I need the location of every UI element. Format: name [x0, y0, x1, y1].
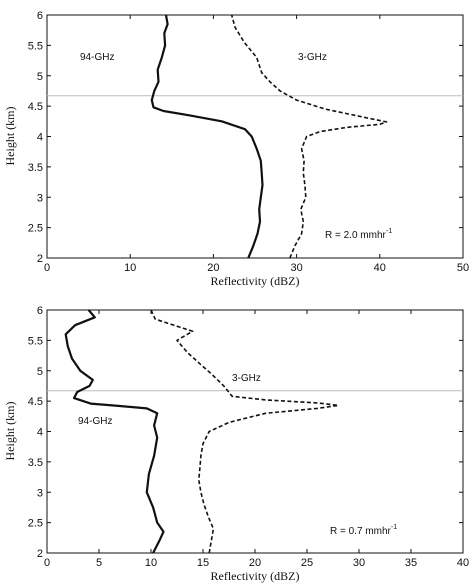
- series-line-solid: [64, 309, 165, 554]
- x-tick-label: 30: [290, 262, 302, 274]
- series-label-94ghz-top: 94-GHz: [80, 52, 114, 63]
- x-tick-label: 0: [44, 557, 50, 569]
- rain-rate-exponent-bottom: -1: [391, 524, 397, 531]
- series-label-3ghz-bottom: 3-GHz: [232, 373, 261, 384]
- y-tick-label: 6: [37, 305, 43, 317]
- y-tick-label: 5: [37, 71, 43, 83]
- x-tick-label: 5: [96, 557, 102, 569]
- y-axis-title-bottom: Height (km): [3, 402, 17, 461]
- x-tick-label: 15: [197, 557, 209, 569]
- x-tick-label: 25: [301, 557, 313, 569]
- y-axis-title-top: Height (km): [3, 107, 17, 166]
- x-tick-label: 20: [207, 262, 219, 274]
- y-tick-label: 3.5: [28, 162, 43, 174]
- y-tick-label: 2: [37, 253, 43, 265]
- series-line-dashed: [230, 14, 388, 259]
- y-tick-label: 2: [37, 548, 43, 560]
- rain-rate-value-top: R = 2.0 mmhr: [325, 230, 387, 241]
- x-tick-label: 10: [145, 557, 157, 569]
- y-tick-label: 3: [37, 487, 43, 499]
- y-tick-label: 5.5: [28, 40, 43, 52]
- series-line-dashed: [150, 309, 339, 554]
- x-tick-label: 30: [353, 557, 365, 569]
- x-tick-label: 50: [457, 262, 469, 274]
- chart-panel-top: 0 10 20 30 40 50 2 2.5 3 3.5 4 4.5 5 5.5 6 94-GHz 3-G…: [3, 10, 469, 288]
- x-tick-label: 35: [405, 557, 417, 569]
- x-tick-label: 40: [457, 557, 469, 569]
- x-tick-label: 0: [44, 262, 50, 274]
- plot-area-bottom: [46, 309, 464, 554]
- rain-rate-exponent-top: -1: [386, 228, 392, 235]
- series-label-94ghz-bottom: 94-GHz: [78, 416, 112, 427]
- rain-rate-label-bottom: R = 0.7 mmhr-1: [330, 524, 397, 537]
- y-axis-top: 2 2.5 3 3.5 4 4.5 5 5.5 6: [28, 10, 463, 265]
- x-axis-title-top: Reflectivity (dBZ): [211, 274, 300, 288]
- rain-rate-value-bottom: R = 0.7 mmhr: [330, 526, 392, 537]
- y-tick-label: 2.5: [28, 223, 43, 235]
- y-tick-label: 5.5: [28, 335, 43, 347]
- y-tick-label: 6: [37, 10, 43, 22]
- series-lines-bottom: [64, 309, 339, 554]
- y-tick-label: 4: [37, 427, 43, 439]
- x-tick-label: 10: [124, 262, 136, 274]
- y-tick-label: 3.5: [28, 457, 43, 469]
- y-tick-label: 5: [37, 366, 43, 378]
- y-tick-label: 2.5: [28, 518, 43, 530]
- y-tick-label: 4.5: [28, 101, 43, 113]
- series-label-3ghz-top: 3-GHz: [298, 52, 327, 63]
- y-tick-label: 3: [37, 192, 43, 204]
- y-tick-label: 4: [37, 132, 43, 144]
- x-tick-label: 40: [374, 262, 386, 274]
- y-tick-label: 4.5: [28, 396, 43, 408]
- chart-panel-bottom: 0 5 10 15 20 25 30 35 40 2 2.5 3 3.5 4 4.5 5 5.5 6 3-GHz…: [3, 305, 469, 583]
- x-axis-top: 0 10 20 30 40 50: [44, 15, 469, 274]
- series-lines-top: [150, 14, 388, 259]
- series-line-solid: [150, 14, 264, 259]
- x-tick-label: 20: [249, 557, 261, 569]
- x-axis-bottom: 0 5 10 15 20 25 30 35 40: [44, 310, 469, 569]
- rain-rate-label-top: R = 2.0 mmhr-1: [325, 228, 392, 241]
- x-axis-title-bottom: Reflectivity (dBZ): [211, 569, 300, 583]
- y-axis-bottom: 2 2.5 3 3.5 4 4.5 5 5.5 6: [28, 305, 463, 560]
